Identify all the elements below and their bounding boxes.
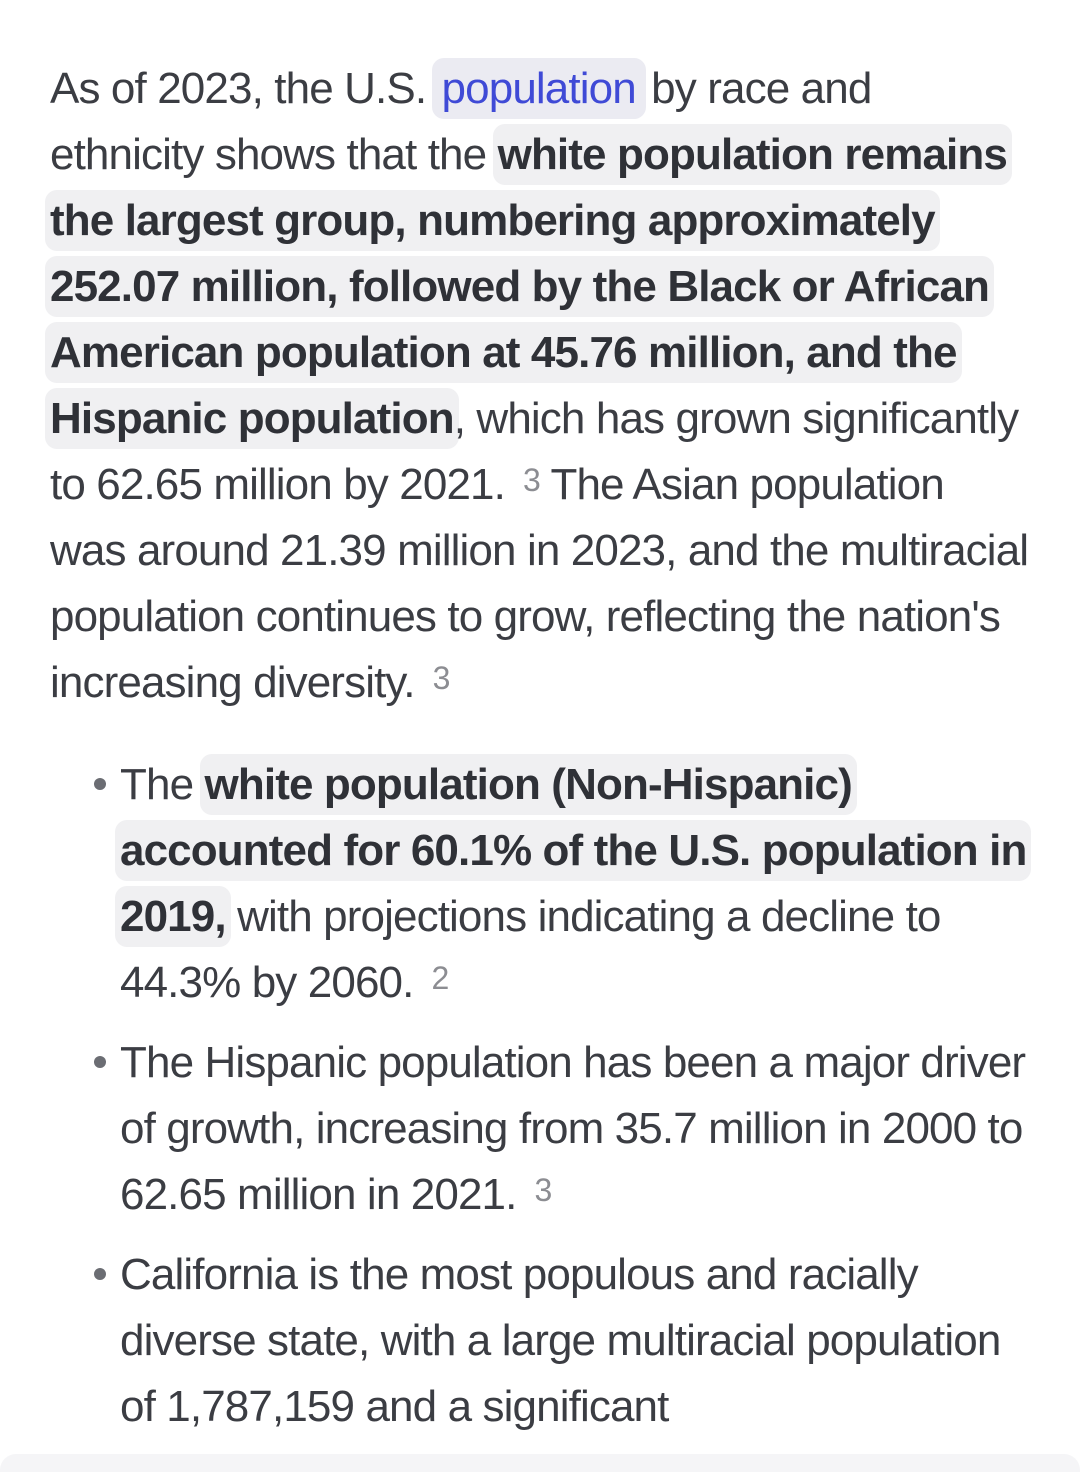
bottom-scrim — [0, 1454, 1080, 1472]
list-item: California is the most populous and raci… — [50, 1242, 1030, 1440]
bullet-icon — [94, 1268, 106, 1280]
citation-marker[interactable]: 3 — [534, 1172, 552, 1208]
bullet-icon — [94, 778, 106, 790]
text-run: As of 2023, the U.S. — [50, 64, 438, 113]
list-item-text: The white population (Non-Hispanic) acco… — [115, 754, 1032, 1007]
citation-marker[interactable]: 3 — [522, 462, 541, 498]
list-item-text: California is the most populous and raci… — [120, 1250, 1001, 1431]
bullet-icon — [94, 1056, 106, 1068]
text-run: The Asian population was around 21.39 mi… — [50, 460, 1029, 707]
answer-body: As of 2023, the U.S. population by race … — [45, 56, 1032, 1440]
list-item: The white population (Non-Hispanic) acco… — [50, 752, 1032, 1016]
text-run: The — [120, 760, 205, 809]
citation-marker[interactable]: 2 — [431, 960, 449, 996]
citation-marker[interactable]: 3 — [432, 660, 451, 696]
text-run: California is the most populous and raci… — [120, 1250, 1001, 1431]
inline-link[interactable]: population — [431, 58, 646, 119]
text-run: , which has grown significantly to 62.65… — [50, 394, 1019, 509]
bullet-list: The white population (Non-Hispanic) acco… — [50, 752, 1032, 1440]
list-item-text: The Hispanic population has been a major… — [120, 1038, 1026, 1219]
answer-paragraph: As of 2023, the U.S. population by race … — [45, 56, 1030, 716]
text-run: The Hispanic population has been a major… — [120, 1038, 1026, 1219]
text-run: with projections indicating a decline to… — [120, 892, 941, 1007]
text-run: by race and ethnicity shows that the — [50, 64, 872, 179]
list-item: The Hispanic population has been a major… — [50, 1030, 1030, 1228]
